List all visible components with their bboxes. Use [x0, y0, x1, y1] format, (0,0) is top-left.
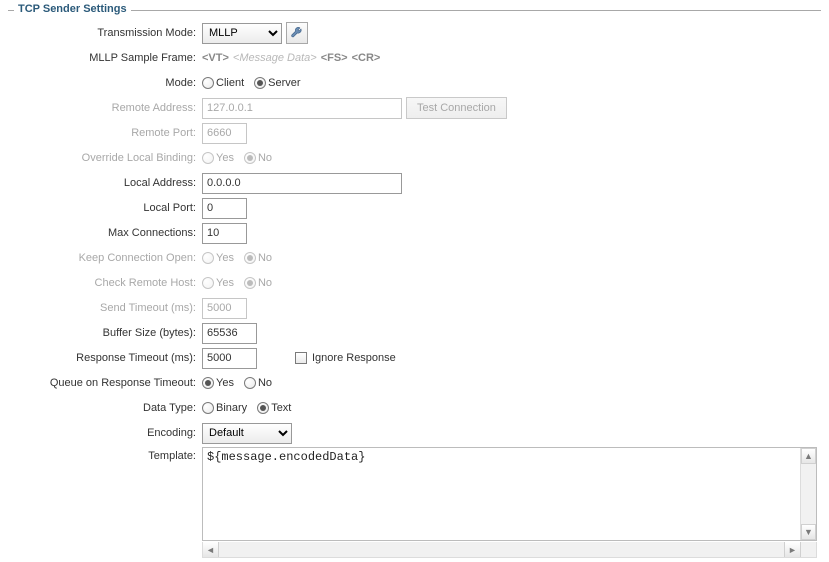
radio-icon	[202, 152, 214, 164]
mode-client-radio[interactable]: Client	[202, 77, 244, 89]
panel-border: TCP Sender Settings	[8, 10, 821, 11]
label-queue-on-response-timeout: Queue on Response Timeout:	[12, 377, 202, 389]
remote-port-input	[202, 123, 247, 144]
check-remote-yes-label: Yes	[216, 277, 234, 289]
radio-icon	[244, 277, 256, 289]
checkbox-icon: ✓	[295, 352, 307, 364]
data-type-binary-radio[interactable]: Binary	[202, 402, 247, 414]
label-send-timeout: Send Timeout (ms):	[12, 302, 202, 314]
transmission-mode-settings-button[interactable]	[286, 22, 308, 44]
radio-icon	[202, 252, 214, 264]
response-timeout-input[interactable]	[202, 348, 257, 369]
radio-icon	[244, 377, 256, 389]
label-response-timeout: Response Timeout (ms):	[12, 352, 202, 364]
remote-address-input	[202, 98, 402, 119]
check-remote-no-label: No	[258, 277, 272, 289]
template-area: ${message.encodedData} ▲ ▼	[202, 447, 817, 541]
scroll-up-icon: ▲	[801, 448, 816, 464]
panel-title: TCP Sender Settings	[14, 3, 131, 15]
data-type-text-radio[interactable]: Text	[257, 402, 291, 414]
label-keep-connection-open: Keep Connection Open:	[12, 252, 202, 264]
queue-no-radio[interactable]: No	[244, 377, 272, 389]
vertical-scrollbar[interactable]: ▲ ▼	[800, 448, 816, 540]
sample-frame-value: <VT> <Message Data> <FS> <CR>	[202, 52, 380, 64]
sample-frame-fs: <FS>	[321, 52, 348, 64]
radio-icon	[202, 277, 214, 289]
scroll-left-icon: ◄	[203, 542, 219, 557]
mode-server-radio[interactable]: Server	[254, 77, 300, 89]
data-type-binary-label: Binary	[216, 402, 247, 414]
keep-open-yes-label: Yes	[216, 252, 234, 264]
label-template: Template:	[12, 447, 202, 462]
radio-icon	[244, 152, 256, 164]
send-timeout-input	[202, 298, 247, 319]
keep-open-no-radio: No	[244, 252, 272, 264]
scroll-corner	[800, 542, 816, 557]
buffer-size-input[interactable]	[202, 323, 257, 344]
label-mode: Mode:	[12, 77, 202, 89]
radio-icon	[202, 77, 214, 89]
scroll-right-icon: ►	[784, 542, 800, 557]
label-transmission-mode: Transmission Mode:	[12, 27, 202, 39]
radio-icon	[202, 377, 214, 389]
label-local-address: Local Address:	[12, 177, 202, 189]
tcp-sender-panel: TCP Sender Settings Transmission Mode: M…	[0, 10, 829, 541]
override-local-yes-label: Yes	[216, 152, 234, 164]
encoding-select[interactable]: Default	[202, 423, 292, 444]
label-max-connections: Max Connections:	[12, 227, 202, 239]
sample-frame-msg: <Message Data>	[233, 52, 317, 64]
label-data-type: Data Type:	[12, 402, 202, 414]
queue-no-label: No	[258, 377, 272, 389]
transmission-mode-select[interactable]: MLLP	[202, 23, 282, 44]
form: Transmission Mode: MLLP MLLP Sample Fram…	[8, 11, 821, 562]
label-check-remote-host: Check Remote Host:	[12, 277, 202, 289]
label-buffer-size: Buffer Size (bytes):	[12, 327, 202, 339]
wrench-icon	[290, 26, 304, 40]
ignore-response-checkbox[interactable]: ✓ Ignore Response	[295, 352, 396, 364]
sample-frame-vt: <VT>	[202, 52, 229, 64]
mode-client-label: Client	[216, 77, 244, 89]
scroll-down-icon: ▼	[801, 524, 816, 540]
horizontal-scrollbar[interactable]: ◄ ►	[202, 542, 817, 558]
label-override-local-binding: Override Local Binding:	[12, 152, 202, 164]
label-sample-frame: MLLP Sample Frame:	[12, 52, 202, 64]
ignore-response-label: Ignore Response	[312, 352, 396, 364]
queue-yes-label: Yes	[216, 377, 234, 389]
radio-icon	[254, 77, 266, 89]
label-local-port: Local Port:	[12, 202, 202, 214]
label-remote-port: Remote Port:	[12, 127, 202, 139]
radio-icon	[257, 402, 269, 414]
radio-icon	[202, 402, 214, 414]
label-remote-address: Remote Address:	[12, 102, 202, 114]
radio-icon	[244, 252, 256, 264]
check-remote-yes-radio: Yes	[202, 277, 234, 289]
override-local-yes-radio: Yes	[202, 152, 234, 164]
keep-open-no-label: No	[258, 252, 272, 264]
override-local-no-radio: No	[244, 152, 272, 164]
label-encoding: Encoding:	[12, 427, 202, 439]
data-type-text-label: Text	[271, 402, 291, 414]
local-address-input[interactable]	[202, 173, 402, 194]
override-local-no-label: No	[258, 152, 272, 164]
template-textarea[interactable]: ${message.encodedData}	[203, 448, 800, 540]
keep-open-yes-radio: Yes	[202, 252, 234, 264]
check-remote-no-radio: No	[244, 277, 272, 289]
sample-frame-cr: <CR>	[352, 52, 381, 64]
local-port-input[interactable]	[202, 198, 247, 219]
queue-yes-radio[interactable]: Yes	[202, 377, 234, 389]
mode-server-label: Server	[268, 77, 300, 89]
test-connection-button: Test Connection	[406, 97, 507, 119]
max-connections-input[interactable]	[202, 223, 247, 244]
